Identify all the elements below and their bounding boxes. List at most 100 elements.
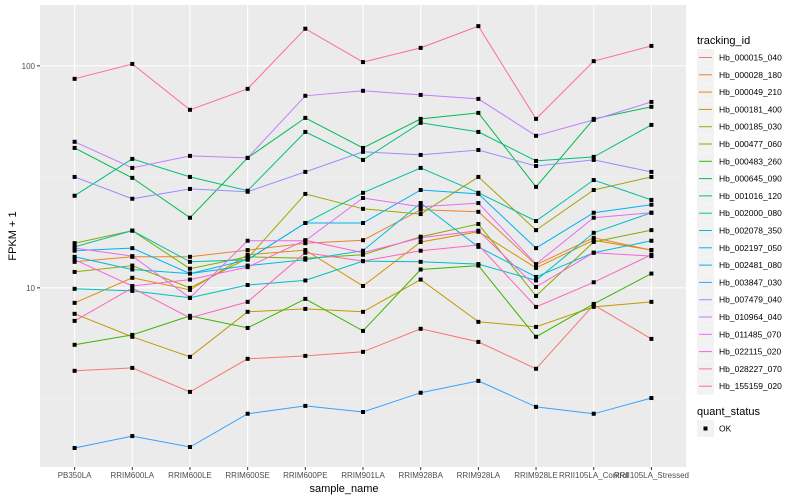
x-axis-title: sample_name — [309, 483, 378, 495]
data-point-Hb_000049_210 — [72, 300, 77, 305]
data-point-Hb_155159_020 — [72, 76, 77, 81]
data-point-Hb_011485_070 — [418, 204, 423, 209]
data-point-Hb_000181_400 — [303, 306, 308, 311]
data-point-Hb_028227_070 — [245, 299, 250, 304]
data-point-Hb_028227_070 — [649, 252, 654, 257]
data-point-Hb_010964_040 — [534, 133, 539, 138]
data-point-Hb_002000_080 — [187, 259, 192, 264]
legend-item: Hb_003847_030 — [697, 273, 782, 291]
x-tick-label: RRIM928LE — [514, 471, 558, 480]
data-point-Hb_155159_020 — [591, 59, 596, 64]
data-point-Hb_000049_210 — [361, 283, 365, 288]
data-points — [72, 24, 654, 450]
data-point-Hb_028227_070 — [130, 285, 135, 290]
data-point-Hb_010964_040 — [245, 155, 250, 160]
data-point-Hb_002078_350 — [534, 278, 539, 283]
data-point-Hb_155159_020 — [476, 24, 481, 29]
data-point-Hb_000015_040 — [649, 336, 654, 341]
data-point-Hb_002197_050 — [418, 201, 423, 206]
data-point-Hb_003847_030 — [591, 411, 596, 416]
data-point-Hb_000028_180 — [591, 235, 596, 240]
data-point-Hb_022115_020 — [361, 250, 365, 255]
legend-item: Hb_000028_180 — [697, 66, 782, 84]
data-point-Hb_000185_030 — [591, 187, 596, 192]
data-point-Hb_002078_350 — [303, 278, 308, 283]
data-point-Hb_022115_020 — [72, 257, 77, 262]
data-point-Hb_010964_040 — [187, 153, 192, 158]
data-point-Hb_002481_080 — [649, 202, 654, 207]
data-point-Hb_002000_080 — [130, 228, 135, 233]
x-tick-label: RRIM928BA — [398, 471, 443, 480]
data-point-Hb_011485_070 — [591, 215, 596, 220]
legend-label: Hb_002481_080 — [719, 260, 782, 270]
square-point-icon — [703, 426, 708, 431]
data-point-Hb_003847_030 — [649, 396, 654, 401]
data-point-Hb_007479_040 — [130, 196, 135, 201]
data-point-Hb_002078_350 — [130, 288, 135, 293]
data-point-Hb_003847_030 — [72, 445, 77, 450]
data-point-Hb_002078_350 — [245, 283, 250, 288]
data-point-Hb_000181_400 — [245, 309, 250, 314]
shape-legend-item-ok: OK — [697, 420, 732, 437]
legend-item: Hb_155159_020 — [697, 377, 782, 395]
data-point-Hb_000028_180 — [245, 248, 250, 253]
data-point-Hb_000645_090 — [303, 115, 308, 120]
data-point-Hb_001016_120 — [591, 154, 596, 159]
legend-label: Hb_010964_040 — [719, 312, 782, 322]
data-point-Hb_000645_090 — [187, 215, 192, 220]
data-point-Hb_000477_060 — [245, 254, 250, 259]
data-point-Hb_001016_120 — [130, 156, 135, 161]
data-point-Hb_000015_040 — [418, 326, 423, 331]
legend-item: Hb_000477_060 — [697, 135, 782, 153]
data-point-Hb_002197_050 — [534, 274, 539, 279]
legend-label: Hb_022115_020 — [719, 347, 782, 357]
data-point-Hb_002078_350 — [476, 262, 481, 267]
data-point-Hb_010964_040 — [72, 139, 77, 144]
data-point-Hb_000049_210 — [418, 239, 423, 244]
data-point-Hb_001016_120 — [361, 157, 365, 162]
data-point-Hb_002481_080 — [534, 246, 539, 251]
data-point-Hb_010964_040 — [361, 88, 365, 93]
data-point-Hb_002481_080 — [361, 220, 365, 225]
data-point-Hb_000477_060 — [649, 228, 654, 233]
data-point-Hb_002000_080 — [361, 190, 365, 195]
data-point-Hb_000483_260 — [361, 328, 365, 333]
data-point-Hb_003847_030 — [303, 403, 308, 408]
data-point-Hb_000477_060 — [591, 239, 596, 244]
legend-label: Hb_000181_400 — [719, 104, 782, 114]
x-tick-label: RRIM600LA — [110, 471, 154, 480]
data-point-Hb_000477_060 — [187, 266, 192, 271]
data-point-Hb_022115_020 — [303, 238, 308, 243]
legend-item: Hb_002481_080 — [697, 256, 782, 274]
data-point-Hb_000181_400 — [187, 354, 192, 359]
data-point-Hb_000181_400 — [72, 311, 77, 316]
data-point-Hb_002197_050 — [649, 238, 654, 243]
legend-item: Hb_022115_020 — [697, 343, 782, 361]
data-point-Hb_155159_020 — [534, 116, 539, 121]
data-point-Hb_000015_040 — [303, 353, 308, 358]
legend-label: Hb_002078_350 — [719, 226, 782, 236]
data-point-Hb_000645_090 — [476, 110, 481, 115]
data-point-Hb_001016_120 — [649, 122, 654, 127]
data-point-Hb_002197_050 — [72, 254, 77, 259]
data-point-Hb_028227_070 — [187, 315, 192, 320]
data-point-Hb_003847_030 — [245, 411, 250, 416]
data-point-Hb_000645_090 — [534, 184, 539, 189]
data-point-Hb_028227_070 — [418, 248, 423, 253]
legend-label-ok: OK — [719, 424, 732, 434]
data-point-Hb_000185_030 — [72, 269, 77, 274]
legend-label: Hb_003847_030 — [719, 277, 782, 287]
data-point-Hb_155159_020 — [187, 107, 192, 112]
data-point-Hb_000015_040 — [72, 368, 77, 373]
data-point-Hb_011485_070 — [534, 262, 539, 267]
data-point-Hb_000028_180 — [418, 207, 423, 212]
data-point-Hb_003847_030 — [476, 378, 481, 383]
data-point-Hb_010964_040 — [130, 165, 135, 170]
data-point-Hb_000015_040 — [187, 389, 192, 394]
data-point-Hb_002481_080 — [591, 210, 596, 215]
data-point-Hb_007479_040 — [245, 189, 250, 194]
data-point-Hb_155159_020 — [649, 43, 654, 48]
data-point-Hb_000015_040 — [476, 339, 481, 344]
data-point-Hb_000185_030 — [534, 228, 539, 233]
data-point-Hb_000181_400 — [476, 319, 481, 324]
